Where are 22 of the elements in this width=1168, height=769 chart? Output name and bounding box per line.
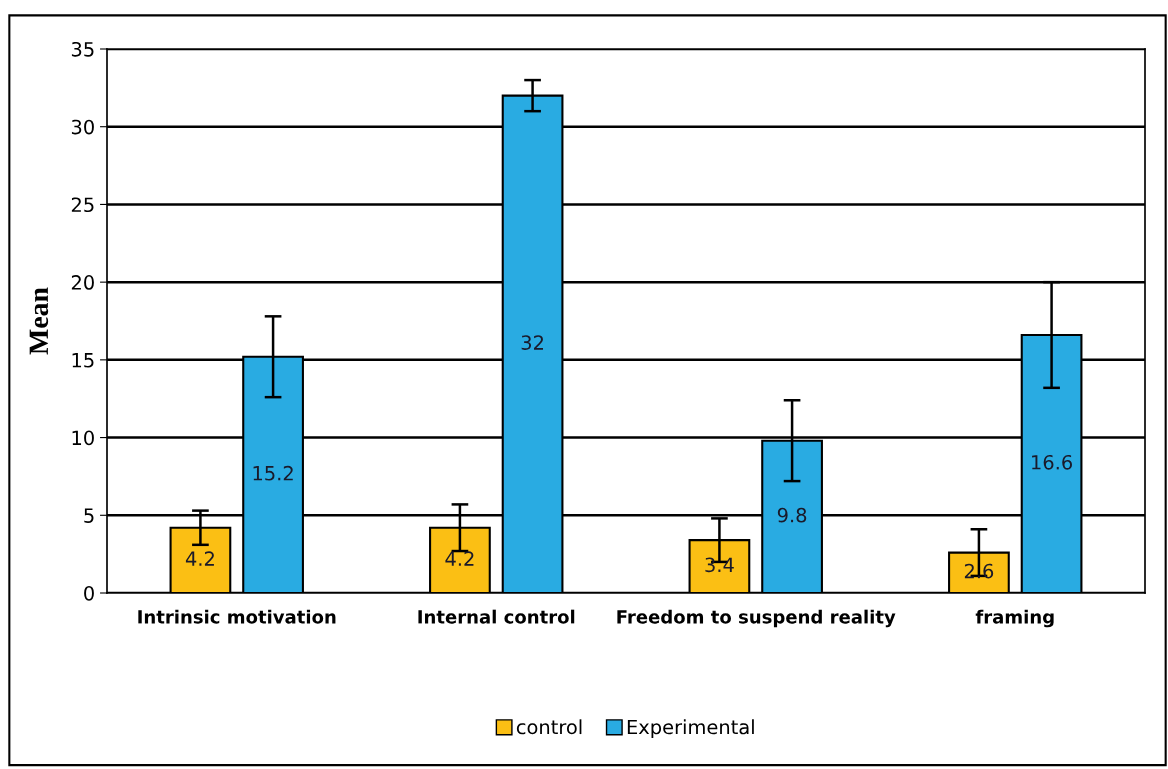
y-tick-label: 20 — [71, 275, 94, 290]
y-tick-label: 30 — [71, 119, 94, 135]
y-tick-label: 10 — [72, 430, 94, 446]
y-tick-label: 35 — [71, 41, 94, 57]
data-label: 32 — [521, 335, 543, 350]
x-tick-label: Freedom to suspend reality — [617, 609, 896, 628]
legend-label: control — [516, 719, 582, 735]
x-tick-label: Intrinsic motivation — [138, 609, 336, 624]
data-label: 15.2 — [253, 465, 293, 481]
x-tick-label: framing — [975, 609, 1054, 628]
data-label: 16.6 — [1032, 454, 1072, 470]
legend-label: Experimental — [627, 719, 754, 739]
y-tick-label: 5 — [84, 508, 94, 523]
data-label: 4.2 — [445, 551, 474, 566]
y-axis-title: Mean — [29, 287, 49, 355]
data-label: 4.2 — [185, 551, 214, 566]
data-label: 9.8 — [777, 507, 807, 523]
y-tick-label: 15 — [72, 353, 94, 368]
x-tick-label: Internal control — [418, 609, 575, 624]
y-tick-label: 25 — [71, 197, 94, 213]
y-tick-label: 0 — [84, 585, 94, 601]
data-label: 3.4 — [705, 557, 734, 573]
